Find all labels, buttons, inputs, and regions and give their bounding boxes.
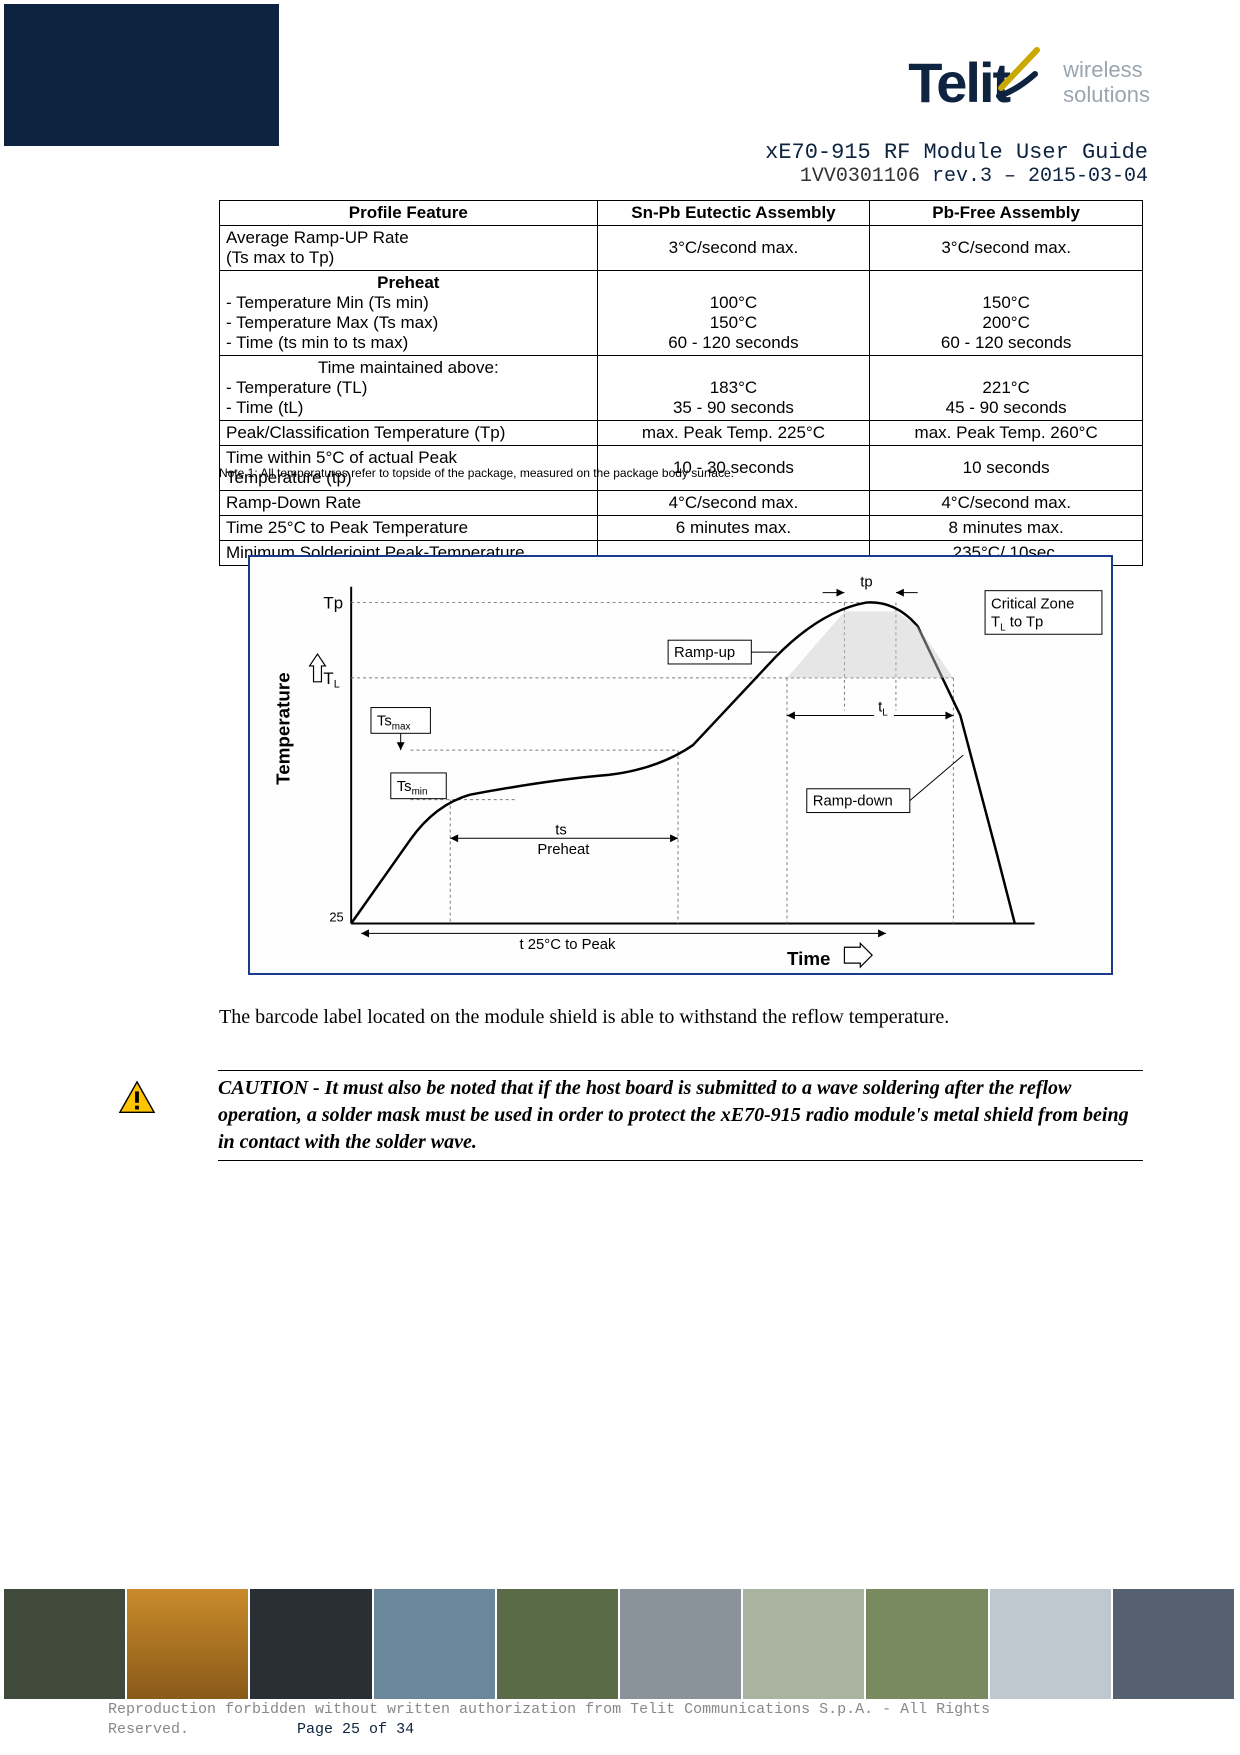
header-dark-block xyxy=(4,4,279,146)
svg-text:tp: tp xyxy=(860,575,872,591)
cell-feature: Average Ramp-UP Rate (Ts max to Tp) xyxy=(220,226,598,271)
y-axis-label: Temperature xyxy=(273,672,294,784)
col-header-pbfree: Pb-Free Assembly xyxy=(870,201,1143,226)
tagline-line2: solutions xyxy=(1063,83,1150,107)
table-row: Preheat - Temperature Min (Ts min) - Tem… xyxy=(220,271,1143,356)
reflow-profile-diagram: Temperature Time Tp TL 25 Tsmax Tsmin xyxy=(248,555,1113,975)
svg-text:Ramp-down: Ramp-down xyxy=(813,794,893,810)
doc-rev: 1VV0301106 rev.3 – 2015-03-04 xyxy=(765,165,1148,188)
cell-snpb: 4°C/second max. xyxy=(597,491,870,516)
x-axis-label: Time xyxy=(787,948,831,969)
cell-snpb: 183°C 35 - 90 seconds xyxy=(597,356,870,421)
body-paragraph: The barcode label located on the module … xyxy=(219,1006,1143,1029)
page-number: Page 25 of 34 xyxy=(297,1721,414,1738)
cell-feature: Time 25°C to Peak Temperature xyxy=(220,516,598,541)
doc-title: xE70-915 RF Module User Guide xyxy=(765,140,1148,165)
footer-image-banner xyxy=(4,1589,1236,1699)
footer-text: Reproduction forbidden without written a… xyxy=(108,1700,1148,1739)
doc-rev-text: rev.3 – 2015-03-04 xyxy=(920,165,1148,188)
brand-logo-area: Telit wireless solutions xyxy=(908,50,1150,115)
svg-text:ts: ts xyxy=(555,822,567,838)
cell-snpb: max. Peak Temp. 225°C xyxy=(597,421,870,446)
table-row: Peak/Classification Temperature (Tp) max… xyxy=(220,421,1143,446)
cell-pbfree: 150°C 200°C 60 - 120 seconds xyxy=(870,271,1143,356)
svg-text:Tp: Tp xyxy=(323,594,343,613)
telit-logo: Telit xyxy=(908,50,1045,115)
svg-text:t 25°C to Peak: t 25°C to Peak xyxy=(520,937,616,953)
col-header-snpb: Sn-Pb Eutectic Assembly xyxy=(597,201,870,226)
caution-text: CAUTION - It must also be noted that if … xyxy=(218,1070,1143,1161)
cell-pbfree: 10 seconds xyxy=(870,446,1143,491)
doc-code: 1VV0301106 xyxy=(800,165,920,188)
footer-line2: Reserved. Page 25 of 34 xyxy=(108,1720,1148,1740)
table-row: Time maintained above: - Temperature (TL… xyxy=(220,356,1143,421)
cell-feature: Ramp-Down Rate xyxy=(220,491,598,516)
svg-text:Critical Zone: Critical Zone xyxy=(991,597,1074,613)
reflow-profile-table: Profile Feature Sn-Pb Eutectic Assembly … xyxy=(219,200,1143,566)
footer-line1: Reproduction forbidden without written a… xyxy=(108,1700,1148,1720)
cell-pbfree: 3°C/second max. xyxy=(870,226,1143,271)
caution-block: CAUTION - It must also be noted that if … xyxy=(118,1070,1143,1161)
table-row: Time 25°C to Peak Temperature 6 minutes … xyxy=(220,516,1143,541)
table-note: Note 1: All temperatures refer to topsid… xyxy=(219,466,734,480)
tagline-line1: wireless xyxy=(1063,58,1150,82)
table-row: Average Ramp-UP Rate (Ts max to Tp) 3°C/… xyxy=(220,226,1143,271)
table-body: Average Ramp-UP Rate (Ts max to Tp) 3°C/… xyxy=(220,226,1143,566)
cell-feature: Preheat - Temperature Min (Ts min) - Tem… xyxy=(220,271,598,356)
cell-pbfree: 4°C/second max. xyxy=(870,491,1143,516)
brand-tagline: wireless solutions xyxy=(1063,58,1150,106)
cell-snpb: 100°C 150°C 60 - 120 seconds xyxy=(597,271,870,356)
cell-pbfree: 8 minutes max. xyxy=(870,516,1143,541)
cell-snpb: 6 minutes max. xyxy=(597,516,870,541)
svg-text:TL: TL xyxy=(323,669,339,691)
warning-icon xyxy=(118,1080,156,1114)
cell-snpb: 3°C/second max. xyxy=(597,226,870,271)
cell-feature: Peak/Classification Temperature (Tp) xyxy=(220,421,598,446)
svg-text:25: 25 xyxy=(329,909,343,924)
doc-title-block: xE70-915 RF Module User Guide 1VV0301106… xyxy=(765,140,1148,188)
cell-pbfree: max. Peak Temp. 260°C xyxy=(870,421,1143,446)
table-row: Ramp-Down Rate 4°C/second max. 4°C/secon… xyxy=(220,491,1143,516)
table-header-row: Profile Feature Sn-Pb Eutectic Assembly … xyxy=(220,201,1143,226)
svg-text:tL: tL xyxy=(878,700,888,719)
brand-name: Telit xyxy=(908,50,1009,115)
cell-pbfree: 221°C 45 - 90 seconds xyxy=(870,356,1143,421)
col-header-feature: Profile Feature xyxy=(220,201,598,226)
svg-text:Preheat: Preheat xyxy=(537,842,590,858)
svg-text:Ramp-up: Ramp-up xyxy=(674,645,735,661)
telit-swoosh-icon xyxy=(1001,58,1045,102)
cell-feature: Time maintained above: - Temperature (TL… xyxy=(220,356,598,421)
